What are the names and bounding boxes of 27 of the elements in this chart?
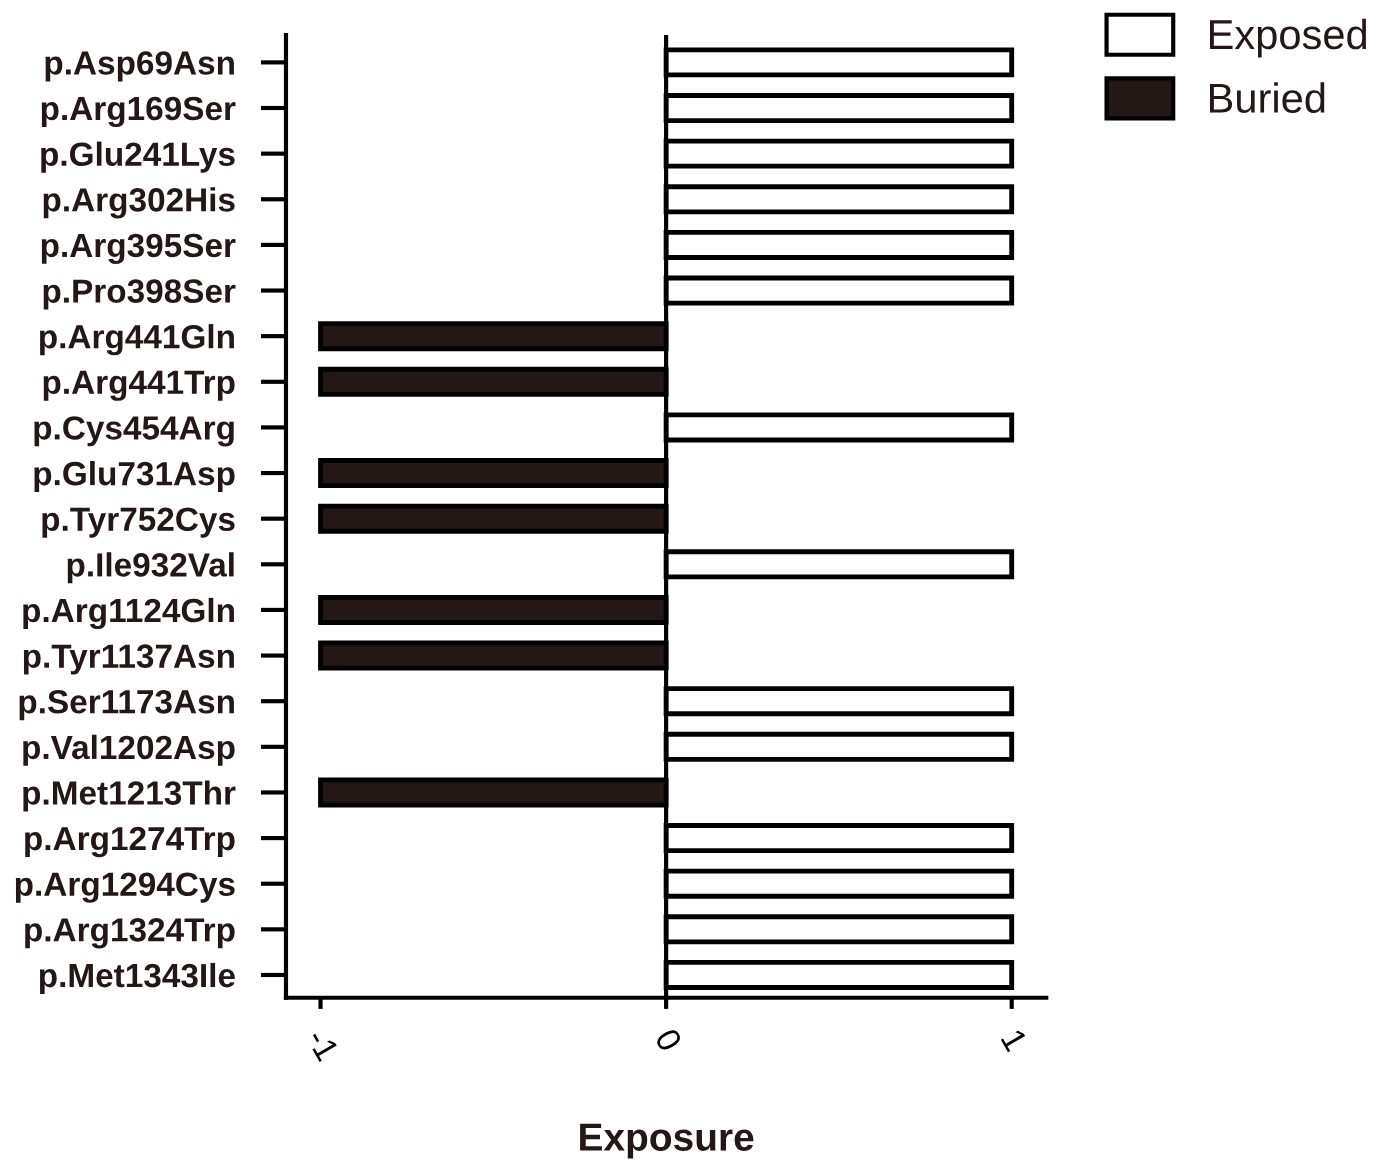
y-tick-label: p.Cys454Arg (34, 416, 234, 447)
y-tick-label: p.Arg395Ser (41, 233, 236, 264)
y-tick-label: p.Arg1274Trp (25, 826, 235, 858)
y-tick-label: p.Tyr1137Asn (23, 644, 234, 675)
y-tick-label: p.Arg1124Gln (23, 597, 234, 630)
y-tick-label: p.Val1202Asp (23, 734, 235, 766)
y-tick-label: p.Tyr752Cys (42, 507, 235, 538)
y-tick-label: p.Arg1324Trp (25, 918, 235, 949)
y-tick-label: p.Ser1173Asn (19, 690, 234, 721)
legend-label: Exposed (1209, 18, 1367, 58)
y-tick-label: p.Arg1294Cys (15, 872, 235, 903)
x-tick-label: -1 (306, 1027, 340, 1062)
x-tick-label: 1 (1000, 1028, 1028, 1053)
y-tick-label: p.Met1213Thr (23, 780, 236, 812)
y-tick-label: p.Asp69Asn (45, 51, 234, 82)
y-tick-label: p.Met1343Ile (39, 962, 235, 994)
x-tick-label: 0 (654, 1027, 683, 1053)
y-tick-label: p.Glu731Asp (34, 460, 235, 493)
y-tick-label: p.Arg302His (43, 187, 235, 219)
legend-label: Buried (1209, 82, 1325, 113)
y-tick-label: p.Ile932Val (67, 552, 234, 584)
y-tick-label: p.Arg441Gln (39, 324, 234, 356)
y-tick-label: p.Pro398Ser (43, 279, 236, 310)
y-tick-label: p.Arg169Ser (41, 96, 236, 128)
y-tick-label: p.Glu241Lys (41, 141, 235, 173)
x-axis-title: Exposure (580, 1123, 754, 1159)
y-tick-label: p.Arg441Trp (43, 370, 235, 401)
